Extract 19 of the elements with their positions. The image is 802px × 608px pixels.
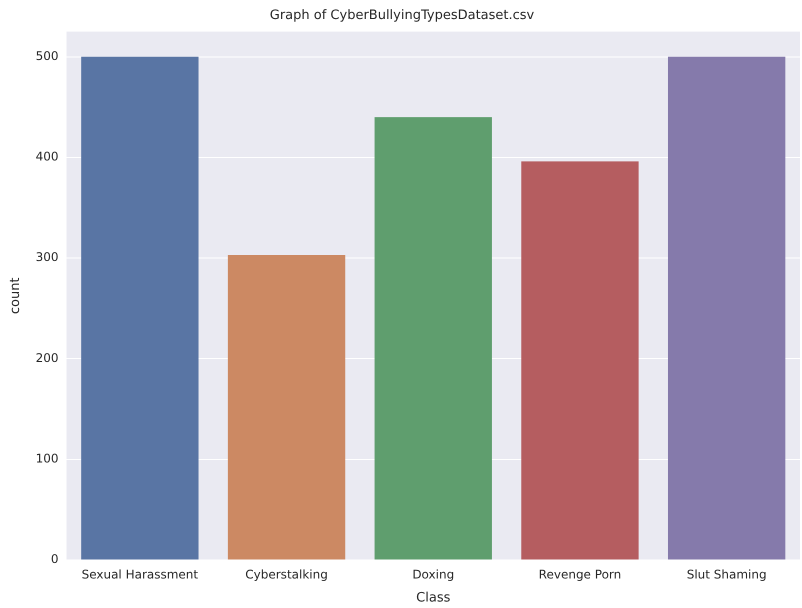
bar [374, 117, 492, 560]
y-tick-label: 0 [50, 552, 59, 566]
y-axis-title: count [8, 277, 24, 314]
x-tick-label: Doxing [412, 567, 454, 582]
x-tick-label: Slut Shaming [686, 567, 767, 582]
y-tick-label: 100 [36, 451, 59, 466]
x-tick-label: Sexual Harassment [82, 567, 198, 582]
x-tick-label: Cyberstalking [245, 567, 328, 582]
chart-title: Graph of CyberBullyingTypesDataset.csv [270, 8, 535, 24]
y-tick-label: 200 [36, 350, 59, 365]
bar [521, 161, 639, 560]
x-tick-label: Revenge Porn [538, 567, 622, 582]
bar [228, 255, 346, 560]
bar [81, 56, 199, 560]
y-tick-label: 400 [36, 150, 59, 164]
x-axis-title: Class [416, 590, 451, 606]
y-tick-label: 300 [36, 250, 59, 264]
y-tick-label: 500 [36, 48, 59, 63]
bar [668, 56, 786, 560]
